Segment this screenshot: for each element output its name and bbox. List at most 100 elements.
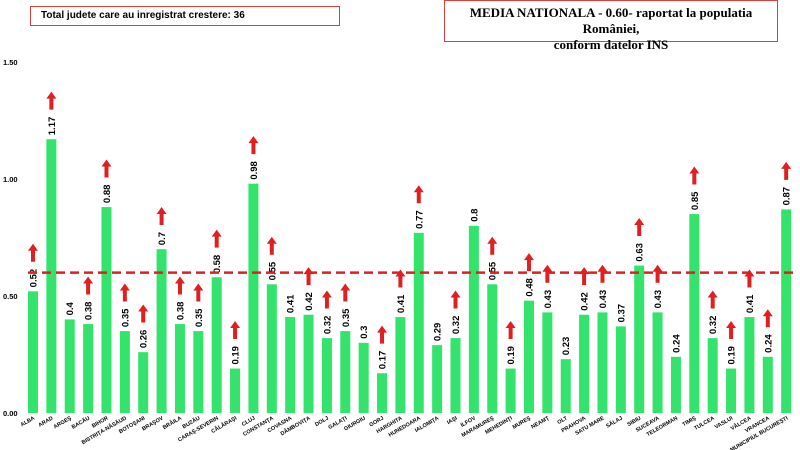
bar [119, 331, 130, 413]
value-label: 0.24 [671, 334, 682, 353]
value-label: 0.41 [286, 294, 297, 313]
bar [193, 331, 204, 413]
bar [597, 312, 608, 413]
increase-arrow-icon [487, 236, 498, 255]
y-tick-label: 0.50 [3, 292, 18, 301]
counties-increase-box: Total judete care au inregistrat crester… [30, 6, 340, 26]
bar [230, 368, 241, 413]
counties-increase-text: Total judete care au inregistrat crester… [41, 10, 245, 21]
value-label: 0.8 [469, 209, 480, 222]
bar [303, 314, 314, 413]
value-label: 0.43 [653, 290, 664, 309]
bar [174, 324, 185, 413]
bar [358, 342, 369, 413]
increase-arrow-icon [211, 229, 222, 248]
value-label: 0.19 [506, 346, 517, 365]
value-label: 0.52 [29, 269, 40, 288]
value-label: 0.32 [322, 316, 333, 335]
bar [211, 277, 222, 413]
increase-arrow-icon [523, 253, 534, 272]
category-label: OLT [557, 415, 570, 426]
value-label: 0.43 [543, 290, 554, 309]
y-tick-label: 1.50 [3, 58, 18, 67]
bar [505, 368, 516, 413]
bar [101, 207, 112, 413]
value-label: 0.88 [102, 185, 113, 204]
increase-arrow-icon [138, 304, 149, 323]
y-tick-label: 1.00 [3, 175, 18, 184]
bar [432, 345, 443, 413]
bar [781, 209, 792, 413]
bar [395, 317, 406, 413]
bar [377, 373, 388, 413]
bar [64, 319, 75, 413]
bar [707, 338, 718, 413]
bar [560, 359, 571, 413]
bar [450, 338, 461, 413]
value-label: 0.32 [708, 316, 719, 335]
bar [340, 331, 351, 413]
value-label: 0.41 [745, 294, 756, 313]
value-label: 1.17 [47, 117, 58, 136]
increase-arrow-icon [744, 269, 755, 288]
y-tick-label: 0.00 [3, 409, 18, 418]
national-average-box: MEDIA NATIONALA - 0.60- raportat la popu… [444, 0, 778, 52]
bar [689, 214, 700, 413]
increase-arrow-icon [377, 325, 388, 344]
increase-arrow-icon [266, 236, 277, 255]
bar [634, 265, 645, 413]
bar [523, 300, 534, 413]
value-label: 0.55 [488, 261, 499, 280]
increase-arrow-icon [101, 159, 112, 178]
value-label: 0.42 [304, 292, 315, 311]
increase-arrow-icon [230, 320, 241, 339]
value-label: 0.17 [378, 351, 389, 370]
bar [468, 225, 479, 413]
category-label: ALBA [20, 416, 36, 429]
increase-arrow-icon [28, 243, 38, 262]
value-label: 0.41 [396, 294, 407, 313]
value-label: 0.7 [157, 232, 168, 245]
national-average-subtitle: conform datelor INS [553, 37, 669, 52]
bar [670, 356, 681, 413]
category-label: TULCEA [693, 416, 715, 432]
category-label: ARAD [38, 416, 55, 429]
increase-arrow-icon [689, 166, 700, 185]
bar [28, 291, 38, 413]
value-label: 0.3 [359, 326, 370, 339]
value-label: 0.35 [120, 308, 131, 327]
bar [762, 356, 773, 413]
national-average-title: MEDIA NATIONALA - 0.60- raportat la popu… [469, 5, 753, 36]
value-label: 0.29 [433, 323, 444, 342]
bar [652, 312, 663, 413]
category-label: SĂLAJ [605, 415, 624, 430]
bar [726, 368, 737, 413]
bar [156, 249, 167, 413]
bar [744, 317, 755, 413]
value-label: 0.55 [267, 261, 278, 280]
category-label: IAŞI [446, 415, 459, 426]
category-label: GIURGIU [343, 416, 366, 433]
increase-arrow-icon [156, 207, 167, 225]
value-label: 0.4 [65, 301, 76, 315]
value-label: 0.32 [451, 316, 462, 335]
increase-arrow-icon [83, 276, 94, 295]
category-label: ARGEŞ [53, 415, 73, 430]
increase-arrow-icon [321, 290, 332, 309]
bar [542, 312, 553, 413]
increase-arrow-icon [634, 217, 645, 236]
category-label: BRĂILA [161, 415, 183, 431]
increase-arrow-icon [413, 185, 424, 204]
value-label: 0.35 [341, 308, 352, 327]
increase-arrow-icon [505, 320, 516, 339]
value-label: 0.19 [231, 346, 242, 365]
category-label: NEAMŢ [530, 415, 550, 430]
bar [285, 317, 296, 413]
increase-arrow-icon [193, 283, 204, 302]
increase-arrow-icon [119, 283, 130, 302]
category-label: BACĂU [70, 415, 91, 431]
increase-arrow-icon [340, 283, 351, 302]
increase-arrow-icon [781, 161, 792, 180]
increase-arrow-icon [726, 320, 737, 339]
increase-arrow-icon [762, 309, 773, 328]
